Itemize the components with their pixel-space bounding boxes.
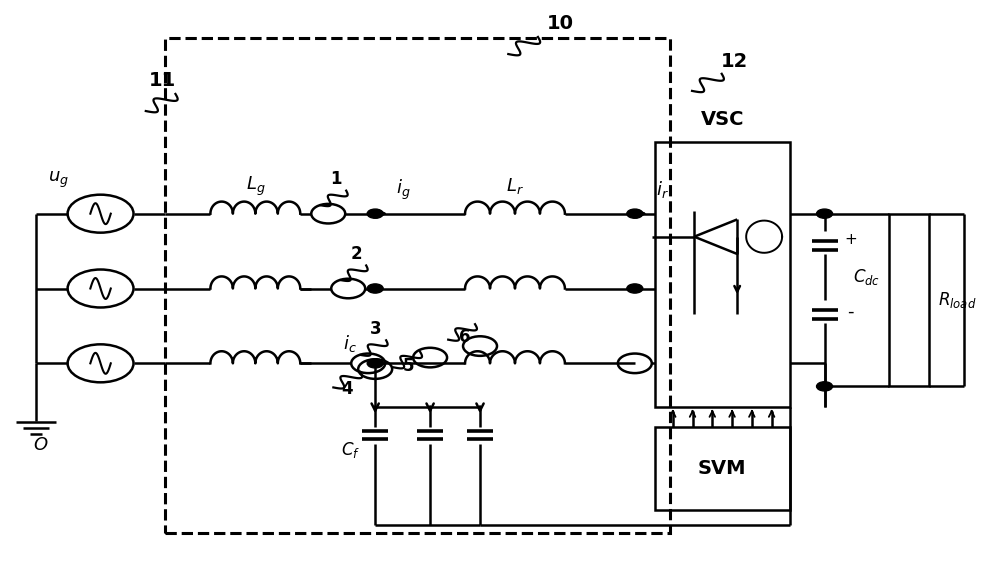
Text: $C_f$: $C_f$ (341, 440, 360, 460)
Text: 3: 3 (370, 320, 382, 338)
Text: $i_r$: $i_r$ (656, 179, 669, 200)
Text: SVM: SVM (698, 459, 746, 478)
Text: $i_g$: $i_g$ (396, 177, 410, 201)
Text: 5: 5 (402, 357, 414, 375)
Text: $C_{dc}$: $C_{dc}$ (853, 267, 880, 287)
Circle shape (627, 284, 643, 293)
Text: $O$: $O$ (33, 436, 48, 454)
Circle shape (367, 284, 383, 293)
Text: 2: 2 (350, 245, 362, 263)
Circle shape (817, 382, 833, 391)
Text: $i_c$: $i_c$ (343, 333, 357, 354)
Text: VSC: VSC (700, 110, 744, 129)
Circle shape (367, 359, 383, 368)
Text: $u_g$: $u_g$ (48, 170, 69, 190)
Text: $L_r$: $L_r$ (506, 176, 524, 196)
Circle shape (817, 209, 833, 218)
Text: $L_g$: $L_g$ (246, 174, 265, 198)
Text: 10: 10 (546, 14, 573, 33)
Text: 12: 12 (721, 51, 748, 70)
Text: 4: 4 (341, 380, 353, 398)
Text: +: + (844, 232, 857, 247)
Circle shape (627, 209, 643, 218)
Text: -: - (847, 302, 854, 321)
Circle shape (367, 209, 383, 218)
Text: 1: 1 (330, 170, 342, 188)
Text: 11: 11 (149, 70, 176, 89)
Text: 6: 6 (459, 328, 471, 346)
Text: $R_{load}$: $R_{load}$ (938, 290, 977, 310)
